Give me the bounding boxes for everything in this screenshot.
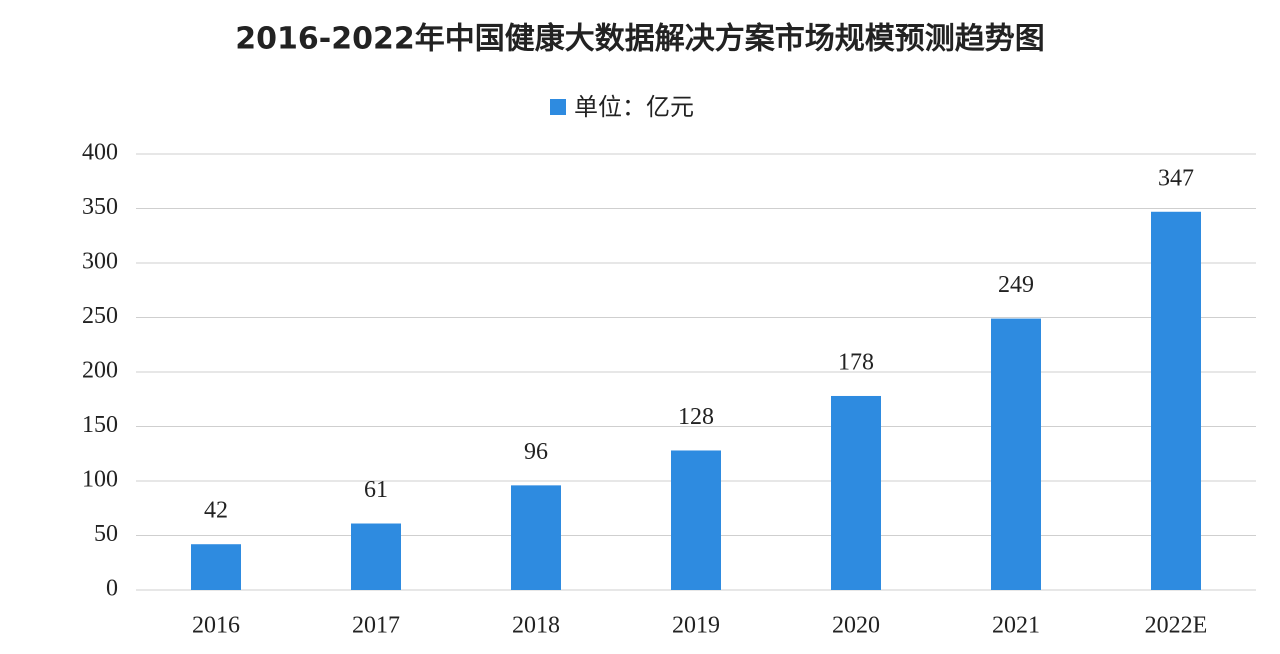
chart-title: 2016-2022年中国健康大数据解决方案市场规模预测趋势图 [235,22,1044,57]
data-label: 96 [524,439,548,465]
x-tick-label: 2022E [1145,613,1208,639]
y-tick-label: 400 [82,140,118,166]
data-label: 178 [838,349,874,375]
bar [671,450,721,590]
y-tick-label: 100 [82,467,118,493]
legend-label: 单位：亿元 [574,93,694,121]
data-label: 249 [998,272,1034,298]
bar [191,544,241,590]
bar [1151,211,1201,590]
data-label: 347 [1158,165,1194,191]
y-tick-label: 0 [106,576,118,602]
bar [511,485,561,590]
y-tick-label: 350 [82,194,118,220]
legend-swatch [550,99,566,115]
x-tick-label: 2021 [992,613,1040,639]
data-label: 42 [204,498,228,524]
x-tick-label: 2020 [832,613,880,639]
data-label: 61 [364,477,388,503]
y-tick-label: 50 [94,521,118,547]
data-label: 128 [678,404,714,430]
y-tick-label: 300 [82,249,118,275]
bar [831,395,881,590]
x-tick-label: 2016 [192,613,240,639]
x-tick-label: 2019 [672,613,720,639]
bar [991,318,1041,590]
y-tick-label: 250 [82,303,118,329]
x-tick-label: 2017 [352,613,400,639]
y-tick-label: 150 [82,412,118,438]
x-tick-label: 2018 [512,613,560,639]
bar [351,523,401,590]
y-tick-label: 200 [82,358,118,384]
